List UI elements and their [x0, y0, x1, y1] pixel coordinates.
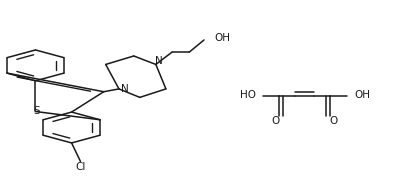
Text: N: N: [121, 84, 129, 94]
Text: N: N: [155, 56, 163, 66]
Text: HO: HO: [240, 90, 256, 100]
Text: OH: OH: [214, 33, 230, 43]
Text: Cl: Cl: [75, 162, 86, 172]
Text: OH: OH: [354, 90, 370, 100]
Text: O: O: [330, 116, 338, 126]
Text: O: O: [271, 116, 279, 126]
Text: S: S: [34, 107, 40, 117]
